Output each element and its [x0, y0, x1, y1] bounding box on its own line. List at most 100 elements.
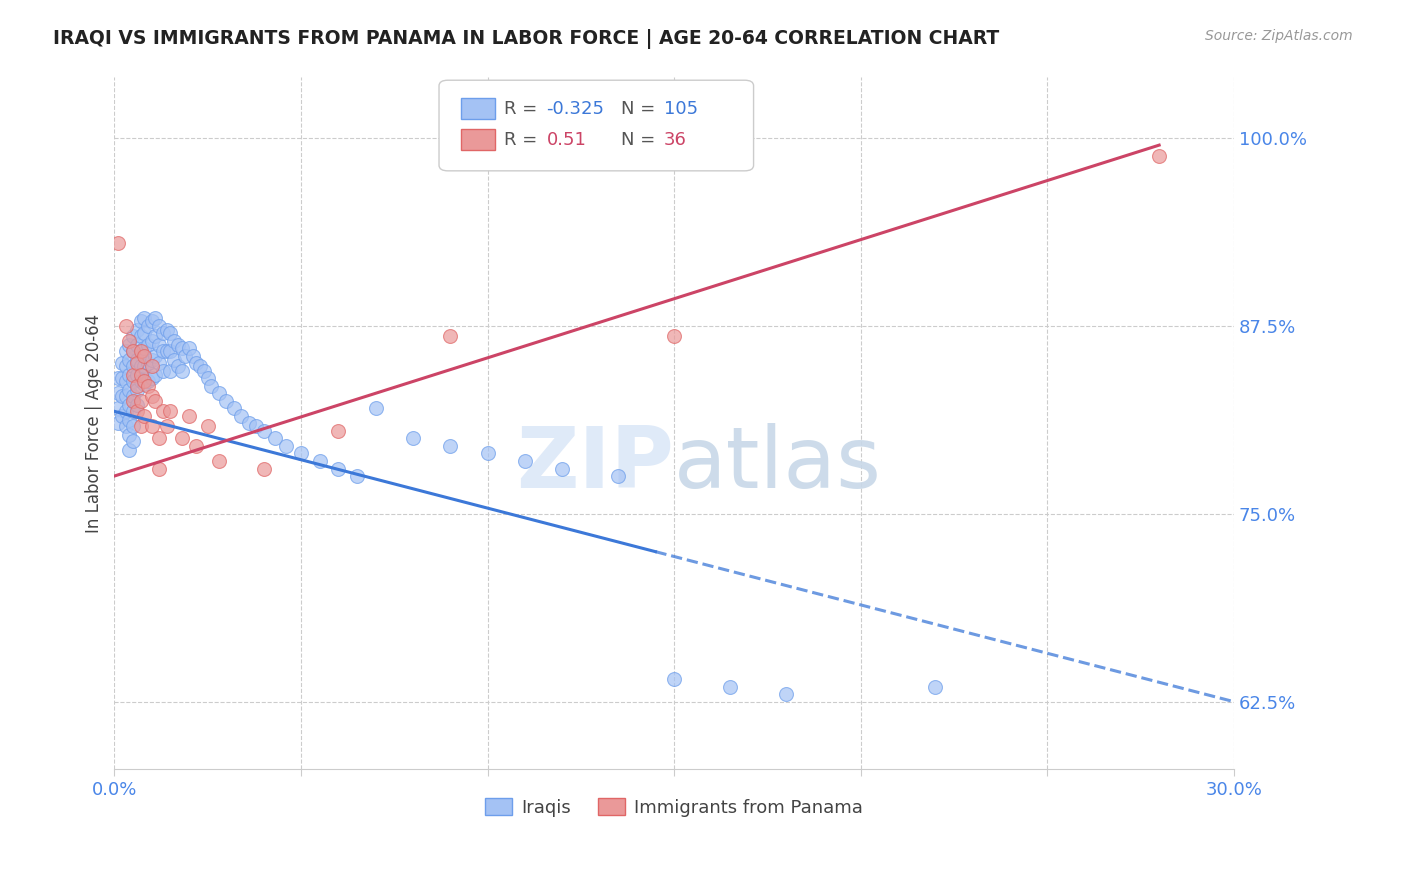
Text: 105: 105	[664, 100, 699, 118]
Point	[107, 371, 129, 385]
FancyBboxPatch shape	[461, 129, 495, 150]
Text: 36: 36	[664, 131, 688, 149]
Point	[134, 409, 156, 423]
Point	[125, 404, 148, 418]
Text: R =: R =	[503, 100, 543, 118]
Point	[328, 461, 350, 475]
Point	[122, 374, 145, 388]
Point	[718, 680, 741, 694]
Point	[775, 687, 797, 701]
Point	[129, 329, 152, 343]
Point	[163, 334, 186, 348]
Point	[136, 374, 159, 388]
Point	[924, 680, 946, 694]
Point	[253, 424, 276, 438]
Point	[188, 359, 211, 374]
Point	[197, 371, 219, 385]
Point	[122, 393, 145, 408]
Point	[118, 353, 141, 368]
Point	[141, 359, 163, 374]
Point	[118, 413, 141, 427]
Point	[141, 353, 163, 368]
Point	[134, 311, 156, 326]
Point	[134, 341, 156, 355]
Point	[129, 344, 152, 359]
Point	[152, 326, 174, 340]
Point	[328, 424, 350, 438]
Point	[125, 378, 148, 392]
Point	[136, 338, 159, 352]
Point	[513, 454, 536, 468]
Point	[170, 432, 193, 446]
Point	[174, 349, 197, 363]
Point	[141, 419, 163, 434]
Point	[215, 393, 238, 408]
Point	[129, 359, 152, 374]
Point	[238, 417, 260, 431]
Point	[141, 314, 163, 328]
Y-axis label: In Labor Force | Age 20-64: In Labor Force | Age 20-64	[86, 314, 103, 533]
Point	[346, 469, 368, 483]
Point	[263, 432, 285, 446]
Point	[136, 378, 159, 392]
Text: N =: N =	[621, 100, 661, 118]
Point	[129, 393, 152, 408]
Point	[148, 432, 170, 446]
Point	[134, 377, 156, 392]
Point	[136, 356, 159, 370]
Point	[208, 454, 231, 468]
Point	[156, 323, 179, 337]
Point	[122, 404, 145, 418]
Point	[186, 439, 208, 453]
Point	[111, 389, 134, 403]
Point	[125, 384, 148, 398]
Point	[439, 439, 461, 453]
Text: Source: ZipAtlas.com: Source: ZipAtlas.com	[1205, 29, 1353, 43]
Point	[231, 409, 253, 423]
FancyBboxPatch shape	[439, 80, 754, 171]
Point	[141, 371, 163, 385]
Point	[148, 318, 170, 333]
Point	[111, 356, 134, 370]
Point	[134, 326, 156, 340]
FancyBboxPatch shape	[461, 98, 495, 119]
Point	[107, 235, 129, 250]
Point	[200, 378, 222, 392]
Point	[166, 338, 188, 352]
Point	[122, 359, 145, 374]
Point	[148, 356, 170, 370]
Text: IRAQI VS IMMIGRANTS FROM PANAMA IN LABOR FORCE | AGE 20-64 CORRELATION CHART: IRAQI VS IMMIGRANTS FROM PANAMA IN LABOR…	[53, 29, 1000, 48]
Point	[118, 428, 141, 442]
Point	[134, 349, 156, 363]
Point	[125, 338, 148, 352]
Point	[439, 329, 461, 343]
Point	[122, 344, 145, 359]
Point	[114, 318, 136, 333]
Point	[148, 338, 170, 352]
Text: -0.325: -0.325	[547, 100, 605, 118]
Point	[402, 432, 425, 446]
Text: atlas: atlas	[673, 424, 882, 507]
Point	[193, 364, 215, 378]
Point	[107, 417, 129, 431]
Point	[114, 389, 136, 403]
Point	[129, 374, 152, 388]
Text: 0.51: 0.51	[547, 131, 586, 149]
Point	[118, 384, 141, 398]
Point	[197, 419, 219, 434]
Point	[607, 469, 630, 483]
Point	[122, 419, 145, 434]
Point	[141, 389, 163, 403]
Point	[163, 353, 186, 368]
Point	[118, 334, 141, 348]
Point	[152, 404, 174, 418]
Point	[122, 368, 145, 383]
Point	[152, 364, 174, 378]
Point	[145, 349, 167, 363]
Point	[245, 419, 267, 434]
Point	[177, 409, 200, 423]
Point	[134, 374, 156, 388]
Point	[125, 398, 148, 412]
Point	[125, 356, 148, 370]
Point	[125, 323, 148, 337]
